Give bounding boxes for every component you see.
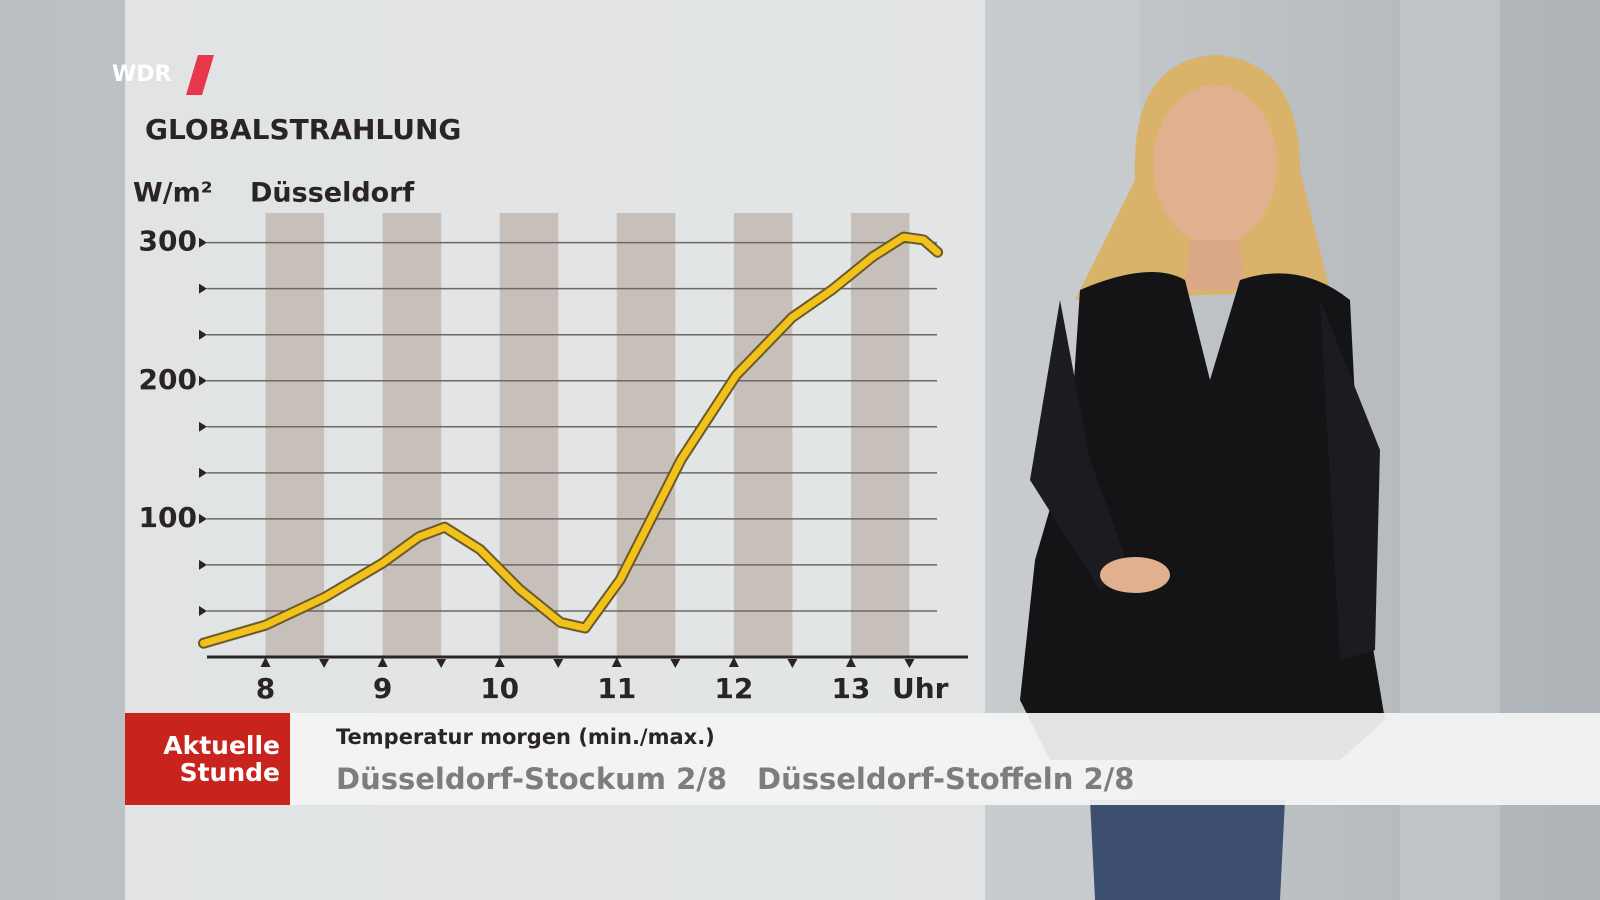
- y-tick: [199, 513, 207, 524]
- x-tick-label: 11: [597, 672, 636, 705]
- half-hour-marker: [904, 659, 915, 668]
- y-minor-tick: [199, 467, 207, 478]
- time-band: [382, 213, 442, 657]
- ticker: Aktuelle Stunde Temperatur morgen (min./…: [125, 713, 1600, 805]
- ticker-badge: [125, 713, 290, 805]
- ticker-item: Düsseldorf-Stoffeln 2/8: [757, 762, 1134, 796]
- ticker-badge-box: Aktuelle Stunde: [163, 731, 280, 787]
- x-tick: [611, 657, 622, 667]
- ticker-item: Düsseldorf-Stockum 2/8: [336, 762, 727, 796]
- y-tick-label: 200: [139, 363, 197, 396]
- time-band: [616, 213, 676, 657]
- half-hour-marker: [553, 659, 564, 668]
- logo-mark: [186, 55, 214, 95]
- y-axis-label: W/m²: [133, 178, 213, 209]
- presenter: [1020, 55, 1385, 900]
- arm: [1030, 300, 1130, 590]
- jeans: [1090, 800, 1285, 900]
- ticker-label: Aktuelle Stunde: [163, 731, 280, 787]
- chart-subtitle: Düsseldorf: [250, 178, 415, 209]
- x-tick-label: 8: [256, 672, 275, 705]
- logo-text: WDR: [112, 62, 172, 87]
- ticker-heading: Temperatur morgen (min./max.): [336, 725, 715, 749]
- half-hour-marker: [436, 659, 447, 668]
- ticker-bar: [290, 713, 1600, 805]
- neck: [1185, 240, 1245, 290]
- face: [1153, 85, 1277, 245]
- y-tick-label: 300: [139, 225, 197, 258]
- x-tick-label: 13: [831, 672, 870, 705]
- x-tick: [260, 657, 271, 667]
- x-tick: [728, 657, 739, 667]
- half-hour-marker: [670, 659, 681, 668]
- half-hour-marker: [319, 659, 330, 668]
- x-tick-label: 12: [714, 672, 753, 705]
- logo: WDR: [112, 55, 214, 95]
- time-band: [733, 213, 793, 657]
- x-tick-label: 10: [480, 672, 519, 705]
- x-tick: [845, 657, 856, 667]
- time-band: [265, 213, 325, 657]
- plot: 100 200 300 8 9 10 11 12 13 Uhr: [139, 213, 968, 705]
- y-tick: [199, 375, 207, 386]
- data-line: [200, 233, 942, 647]
- time-band: [850, 213, 910, 657]
- hand: [1100, 557, 1170, 593]
- chart-title: GLOBALSTRAHLUNG: [145, 113, 461, 146]
- y-tick-label: 100: [139, 501, 197, 534]
- y-minor-tick: [199, 421, 207, 432]
- y-minor-tick: [199, 559, 207, 570]
- x-tick: [377, 657, 388, 667]
- half-hour-marker: [787, 659, 798, 668]
- x-tick-label: 9: [373, 672, 392, 705]
- y-tick: [199, 237, 207, 248]
- x-tick: [494, 657, 505, 667]
- y-minor-tick: [199, 606, 207, 617]
- x-axis-label: Uhr: [892, 672, 949, 705]
- arm: [1320, 300, 1380, 660]
- y-minor-tick: [199, 283, 207, 294]
- dress: [1020, 272, 1385, 760]
- y-minor-tick: [199, 329, 207, 340]
